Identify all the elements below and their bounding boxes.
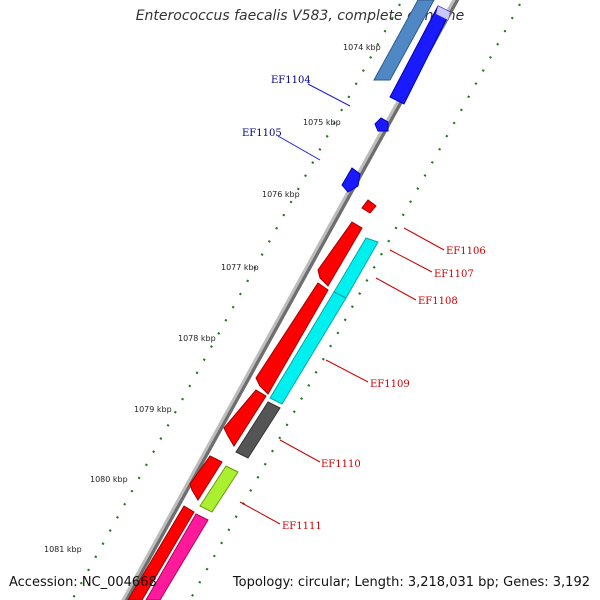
tick-label-1079: 1079 kbp (134, 405, 172, 414)
outer-dotted-track (189, 3, 521, 600)
gene-ef1105-arrow[interactable] (341, 167, 361, 193)
gene-red-bar-5[interactable] (127, 505, 195, 600)
gene-block-lavender[interactable] (436, 6, 450, 20)
gene-ef1109-bar[interactable] (255, 282, 329, 395)
gene-ef1111-yellow-green[interactable] (199, 465, 239, 513)
map-title: Enterococcus faecalis V583, complete gen… (135, 8, 465, 24)
gene-magenta[interactable] (145, 513, 209, 600)
gene-label-ef1109[interactable]: EF1109 (370, 379, 410, 390)
gene-ef1107-bar[interactable] (317, 221, 363, 287)
gene-label-ef1104[interactable]: EF1104 (271, 75, 311, 86)
leader-ef1108 (375, 277, 417, 301)
leader-ef1111 (239, 501, 281, 525)
tick-label-1074: 1074 kbp (343, 43, 381, 52)
gene-label-ef1107[interactable]: EF1107 (434, 269, 474, 280)
gene-label-ef1105[interactable]: EF1105 (242, 128, 282, 139)
tick-label-1080: 1080 kbp (90, 475, 128, 484)
gene-red-bar-3[interactable] (223, 389, 267, 447)
gene-red-bar-4[interactable] (189, 455, 223, 501)
gene-label-ef1108[interactable]: EF1108 (418, 296, 458, 307)
gene-ef1104-arrow[interactable] (374, 117, 389, 132)
accession-text: Accession: NC_004668 (9, 575, 157, 590)
gene-ef1110-gray[interactable] (235, 401, 281, 459)
genome-summary-text: Topology: circular; Length: 3,218,031 bp… (232, 575, 590, 590)
gene-cyan-long[interactable] (269, 291, 347, 405)
gene-label-ef1111[interactable]: EF1111 (282, 521, 322, 532)
gene-label-ef1110[interactable]: EF1110 (321, 459, 361, 470)
leader-ef1106 (403, 227, 445, 251)
gene-block-light-blue[interactable] (373, 0, 435, 81)
inner-dotted-track (71, 3, 401, 600)
tick-label-1075: 1075 kbp (303, 118, 341, 127)
tick-label-1077: 1077 kbp (221, 263, 259, 272)
tick-label-1078: 1078 kbp (178, 334, 216, 343)
leader-ef1107 (389, 249, 433, 273)
gene-ef1106-arrow[interactable] (361, 199, 377, 214)
leader-ef1109 (325, 359, 369, 383)
tick-label-1076: 1076 kbp (262, 190, 300, 199)
leader-ef1110 (279, 439, 321, 463)
gene-label-ef1106[interactable]: EF1106 (446, 246, 486, 257)
leader-ef1104 (307, 83, 351, 107)
tick-label-1081: 1081 kbp (44, 545, 82, 554)
leader-ef1105 (277, 135, 321, 161)
